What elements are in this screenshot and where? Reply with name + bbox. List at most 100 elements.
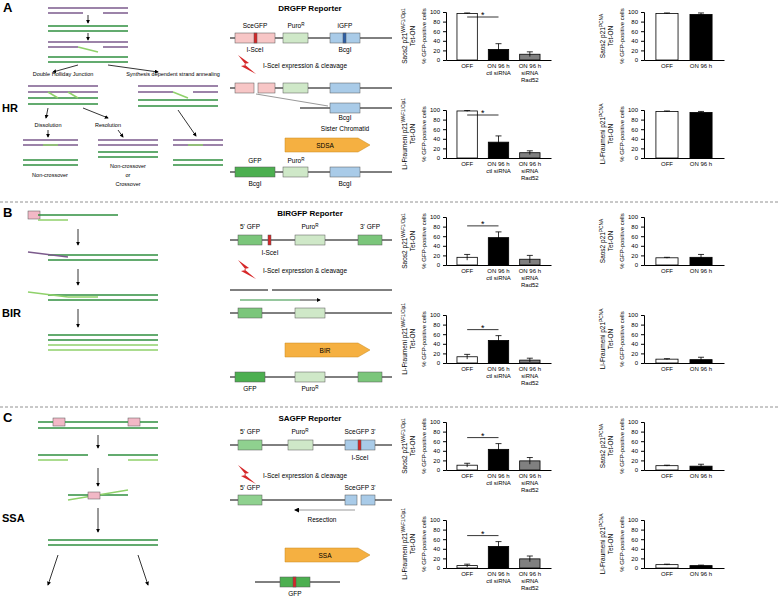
diagram-label: SceGFP 3'	[344, 484, 375, 491]
bar-chart: Saos2 p21WAF1/Cip1Tet-ON% GFP-positive c…	[401, 418, 552, 493]
y-tick-label: 20	[631, 556, 638, 562]
error-bar-cap	[527, 358, 533, 359]
y-tick-mark	[641, 129, 644, 130]
y-tick: 20	[433, 556, 446, 562]
diagram-label: 5' GFP	[240, 223, 260, 230]
error-bar	[698, 254, 704, 260]
y-tick: 100	[628, 517, 644, 523]
y-tick-label: 60	[631, 537, 638, 543]
error-bar-cap	[527, 51, 533, 52]
bar-chart: Li-Fraumeni p21WAF1/Cip1Tet-ON% GFP-posi…	[401, 508, 552, 591]
title-part: Saos2 p21	[401, 237, 409, 268]
label-part: Puro	[301, 223, 315, 230]
y-tick-label: 80	[631, 322, 638, 328]
y-tick-mark	[641, 344, 644, 345]
y-tick-mark	[443, 129, 446, 130]
error-bar	[464, 354, 470, 359]
title-part: Li-Fraumeni p21	[401, 122, 409, 170]
y-tick-label: 80	[433, 322, 440, 328]
y-tick: 20	[631, 48, 644, 54]
mechanism-name: BIR	[2, 307, 21, 319]
x-tick-label: ON 96 h	[690, 268, 712, 274]
y-tick: 60	[433, 127, 446, 133]
y-tick-label: 80	[631, 527, 638, 533]
strand	[48, 544, 158, 546]
y-axis-title: % GFP-positive cells	[421, 311, 427, 366]
y-tick: 80	[433, 322, 446, 328]
y-axis: 020406080100	[430, 312, 447, 366]
cleavage-bolt	[238, 55, 256, 74]
error-bar-cap	[527, 556, 533, 557]
y-tick-label: 80	[631, 19, 638, 25]
x-axis-line	[447, 568, 552, 569]
y-tick-mark	[641, 520, 644, 521]
title-superscript: WAF1/Cip1	[401, 98, 406, 123]
error-bar	[698, 464, 704, 468]
x-tick: OFF	[461, 473, 473, 479]
y-tick: 20	[433, 48, 446, 54]
bar	[656, 258, 678, 265]
diagram-label: Resolution	[95, 122, 121, 128]
y-tick-mark	[641, 363, 644, 364]
y-axis-title: % GFP-positive cells	[421, 106, 427, 161]
y-tick-mark	[443, 148, 446, 149]
y-tick-mark	[443, 460, 446, 461]
y-tick-mark	[641, 217, 644, 218]
y-tick-mark	[641, 60, 644, 61]
y-tick: 20	[433, 458, 446, 464]
x-axis: OFFON 96 h	[645, 266, 725, 275]
x-axis: OFFON 96 h	[645, 364, 725, 373]
y-tick: 100	[430, 9, 446, 15]
x-tick-label-line: siRNA	[521, 275, 538, 281]
gene-box	[238, 495, 262, 505]
mechanism-drawing	[38, 418, 158, 585]
y-tick-label: 80	[433, 224, 440, 230]
bar	[656, 111, 678, 158]
diagram-label: I-SceI	[352, 454, 369, 461]
gene-box	[283, 167, 308, 177]
label-superscript: R	[301, 157, 305, 162]
y-tick: 100	[430, 312, 446, 318]
y-tick-mark	[641, 236, 644, 237]
y-tick-mark	[443, 217, 446, 218]
y-axis: 020406080100	[628, 312, 645, 366]
diagram-label: BIR	[320, 347, 331, 354]
y-tick-label: 100	[628, 214, 639, 220]
gene-box	[330, 103, 360, 113]
title-superscript: PCNA	[599, 513, 604, 527]
y-tick-mark	[443, 344, 446, 345]
arrow	[98, 435, 99, 448]
y-tick: 20	[631, 556, 644, 562]
diagram-label: BcgI	[338, 114, 351, 122]
y-tick-mark	[443, 41, 446, 42]
error-bar	[464, 463, 470, 467]
strand	[48, 46, 78, 48]
y-tick: 40	[433, 38, 446, 44]
plot: 020406080100OFFON 96 h	[628, 517, 725, 577]
diagram-label: Synthesis dependent strand annealing	[126, 71, 220, 77]
strand	[98, 151, 158, 153]
mechanism-name: HR	[2, 102, 18, 114]
strand	[138, 105, 218, 107]
y-tick: 60	[433, 537, 446, 543]
chart-title: Tet-ON	[409, 25, 416, 46]
bars	[656, 464, 712, 470]
label-part: Puro	[291, 428, 305, 435]
error-bar	[664, 12, 670, 14]
strand	[28, 292, 68, 297]
y-tick: 100	[430, 419, 446, 425]
y-tick: 20	[631, 351, 644, 357]
diagram-label: GFP	[248, 157, 261, 164]
gene-box	[238, 440, 262, 450]
bars	[656, 111, 712, 158]
x-tick-label-line: ctl siRNA	[486, 275, 511, 281]
x-axis: OFFON 96 hctl siRNAON 96 hsiRNARad52	[447, 471, 552, 494]
y-tick-label: 60	[631, 127, 638, 133]
strand	[23, 139, 78, 141]
y-tick: 20	[631, 146, 644, 152]
x-tick-label-line: ON 96 h	[487, 268, 509, 274]
y-tick-label: 20	[631, 351, 638, 357]
x-tick: ON 96 hctl siRNA	[486, 571, 511, 584]
y-tick-label: 0	[635, 565, 639, 571]
x-tick-label: ON 96 hctl siRNA	[486, 268, 511, 281]
